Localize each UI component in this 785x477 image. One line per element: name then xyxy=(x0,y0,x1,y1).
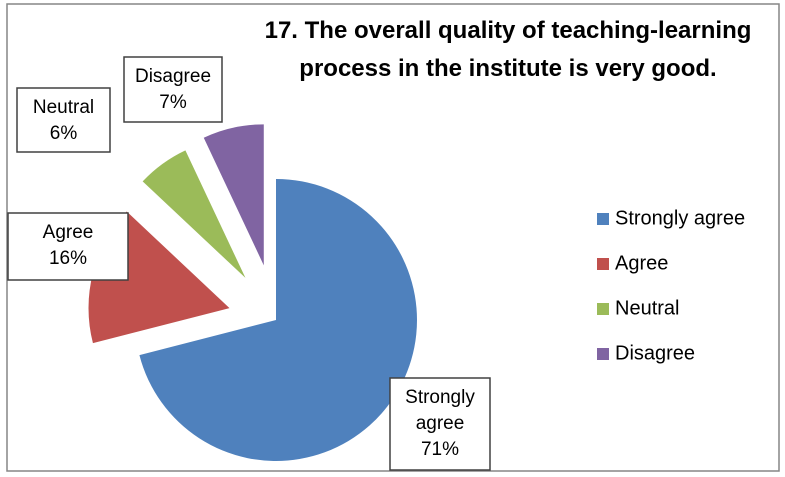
data-label: Neutral 6% xyxy=(33,97,94,144)
legend-swatch xyxy=(597,303,609,315)
data-label-box xyxy=(389,377,491,471)
data-label: Strongly agree 71% xyxy=(405,387,475,460)
data-label-box xyxy=(16,87,111,153)
data-label-box xyxy=(7,212,129,281)
data-label-value: 6% xyxy=(50,123,78,144)
pie-slice xyxy=(139,178,417,461)
legend-swatch xyxy=(597,258,609,270)
pie-slice xyxy=(203,124,264,266)
data-label-category: Agree xyxy=(43,222,94,243)
pie-slice xyxy=(142,150,246,278)
data-label-value: 16% xyxy=(49,248,87,269)
data-label-category: Neutral xyxy=(33,97,94,118)
chart-title: 17. The overall quality of teaching-lear… xyxy=(265,17,752,82)
data-label-category: Strongly agree xyxy=(405,387,475,434)
data-label-value: 7% xyxy=(159,92,187,113)
legend-label: Agree xyxy=(615,252,668,274)
data-label-category: Disagree xyxy=(135,66,211,87)
data-label: Agree 16% xyxy=(43,222,94,269)
legend-label: Disagree xyxy=(615,342,695,364)
legend-swatch xyxy=(597,348,609,360)
legend-swatch xyxy=(597,213,609,225)
data-label-value: 71% xyxy=(421,439,459,460)
legend-label: Neutral xyxy=(615,297,679,319)
legend-label: Strongly agree xyxy=(615,207,745,229)
data-label-box xyxy=(123,56,223,123)
data-label: Disagree 7% xyxy=(135,66,211,113)
